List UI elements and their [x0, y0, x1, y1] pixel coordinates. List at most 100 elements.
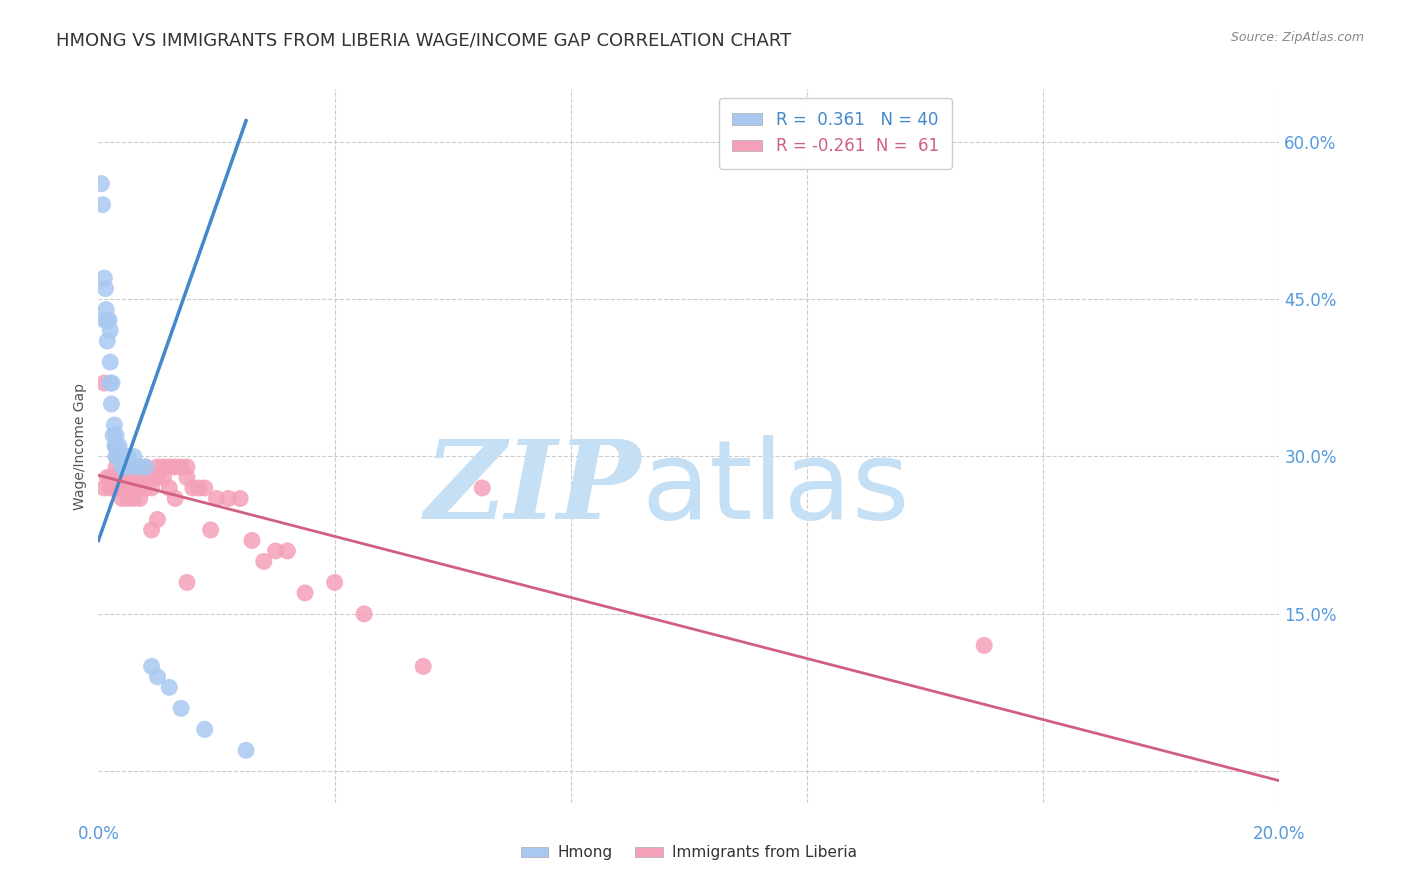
Point	[117, 491, 139, 506]
Point	[98, 376, 121, 390]
Point	[103, 417, 125, 432]
Point	[111, 491, 134, 506]
Point	[141, 481, 163, 495]
Point	[170, 701, 193, 715]
Point	[98, 313, 121, 327]
Point	[111, 460, 134, 475]
Point	[240, 533, 263, 548]
Point	[128, 491, 150, 506]
Point	[111, 460, 134, 475]
Point	[98, 355, 121, 369]
Point	[176, 470, 198, 484]
Point	[253, 554, 276, 568]
Point	[122, 481, 145, 495]
Point	[135, 460, 157, 475]
Point	[353, 607, 375, 621]
Point	[973, 639, 995, 653]
Point	[111, 470, 134, 484]
Text: 20.0%: 20.0%	[1253, 825, 1306, 843]
Point	[105, 428, 128, 442]
Point	[105, 470, 128, 484]
Point	[135, 460, 157, 475]
Point	[128, 460, 150, 475]
Point	[100, 397, 122, 411]
Point	[104, 439, 127, 453]
Point	[194, 723, 217, 737]
Point	[105, 481, 128, 495]
Point	[128, 460, 150, 475]
Point	[90, 177, 112, 191]
Point	[96, 334, 118, 348]
Point	[98, 481, 121, 495]
Point	[117, 450, 139, 464]
Point	[128, 470, 150, 484]
Point	[117, 481, 139, 495]
Point	[152, 470, 174, 484]
Y-axis label: Wage/Income Gap: Wage/Income Gap	[73, 383, 87, 509]
Point	[323, 575, 346, 590]
Point	[117, 450, 139, 464]
Point	[108, 439, 131, 453]
Point	[181, 481, 204, 495]
Point	[111, 481, 134, 495]
Point	[105, 460, 128, 475]
Point	[146, 470, 169, 484]
Text: ZIP: ZIP	[425, 435, 641, 542]
Point	[98, 324, 121, 338]
Point	[141, 523, 163, 537]
Point	[117, 460, 139, 475]
Point	[157, 481, 180, 495]
Point	[98, 470, 121, 484]
Point	[157, 681, 180, 695]
Point	[264, 544, 287, 558]
Point	[101, 376, 124, 390]
Text: 0.0%: 0.0%	[77, 825, 120, 843]
Point	[141, 659, 163, 673]
Point	[122, 450, 145, 464]
Point	[122, 460, 145, 475]
Point	[96, 313, 118, 327]
Point	[105, 439, 128, 453]
Text: atlas: atlas	[641, 435, 910, 542]
Text: Source: ZipAtlas.com: Source: ZipAtlas.com	[1230, 31, 1364, 45]
Point	[94, 282, 117, 296]
Point	[105, 439, 128, 453]
Point	[112, 450, 135, 464]
Point	[187, 481, 209, 495]
Point	[122, 470, 145, 484]
Point	[96, 470, 118, 484]
Legend: Hmong, Immigrants from Liberia: Hmong, Immigrants from Liberia	[515, 839, 863, 866]
Point	[165, 460, 187, 475]
Point	[276, 544, 298, 558]
Point	[122, 491, 145, 506]
Point	[235, 743, 257, 757]
Point	[93, 313, 115, 327]
Point	[412, 659, 434, 673]
Point	[114, 460, 136, 475]
Point	[128, 481, 150, 495]
Point	[471, 481, 494, 495]
Point	[152, 460, 174, 475]
Point	[176, 460, 198, 475]
Point	[157, 460, 180, 475]
Point	[111, 450, 134, 464]
Point	[194, 481, 217, 495]
Point	[294, 586, 316, 600]
Point	[105, 450, 128, 464]
Point	[93, 481, 115, 495]
Point	[141, 470, 163, 484]
Point	[229, 491, 252, 506]
Point	[91, 197, 114, 211]
Point	[105, 450, 128, 464]
Point	[108, 450, 131, 464]
Point	[217, 491, 239, 506]
Point	[117, 470, 139, 484]
Point	[103, 428, 125, 442]
Point	[200, 523, 222, 537]
Point	[165, 491, 187, 506]
Point	[135, 481, 157, 495]
Point	[176, 575, 198, 590]
Point	[122, 460, 145, 475]
Point	[146, 460, 169, 475]
Point	[93, 376, 115, 390]
